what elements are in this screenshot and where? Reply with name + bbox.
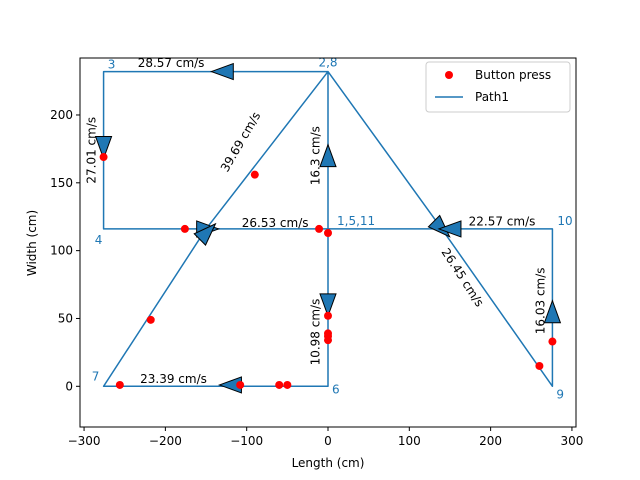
legend-label-button-press: Button press: [475, 68, 551, 82]
node-label: 9: [556, 387, 564, 401]
y-tick-label: 150: [50, 176, 73, 190]
button-press-point: [324, 336, 332, 345]
legend-frame: [425, 61, 571, 113]
speed-label: 16.3 cm/s: [308, 126, 322, 185]
x-axis-label: Length (cm): [292, 456, 365, 470]
button-press-point: [275, 380, 284, 389]
button-press-point: [236, 380, 245, 389]
node-label: 10: [557, 214, 572, 228]
button-press-point: [180, 224, 189, 233]
button-press-point: [535, 361, 544, 370]
button-press-point: [250, 170, 259, 179]
y-tick-label: 50: [58, 311, 73, 325]
button-press-point: [115, 380, 124, 389]
y-tick-label: 200: [50, 108, 73, 122]
x-tick-label: 0: [324, 434, 332, 448]
speed-label: 28.57 cm/s: [138, 56, 205, 70]
direction-arrow-9: [437, 220, 462, 238]
speed-label: 16.03 cm/s: [534, 267, 548, 334]
direction-arrow-7: [193, 222, 217, 246]
node-label: 3: [108, 58, 116, 72]
x-tick-label: −300: [68, 434, 101, 448]
speed-label: 23.39 cm/s: [140, 372, 207, 386]
x-tick-label: −100: [230, 434, 263, 448]
x-axis: −300 −200 −100 0 100 200 300: [68, 427, 583, 448]
direction-arrow-10: [543, 299, 562, 324]
button-press-point: [99, 153, 108, 162]
legend-label-path1: Path1: [475, 90, 509, 104]
direction-arrow-5: [319, 293, 337, 318]
direction-arrow-1: [209, 62, 234, 81]
speed-label: 22.57 cm/s: [469, 215, 536, 229]
node-label: 2,8: [318, 56, 337, 70]
button-press-point: [146, 315, 155, 324]
button-press-point: [283, 380, 292, 389]
node-label: 6: [332, 382, 340, 396]
button-press-point: [324, 311, 332, 320]
node-label: 4: [95, 233, 103, 247]
speed-label: 27.01 cm/s: [85, 117, 99, 184]
direction-arrow-2: [94, 136, 113, 160]
legend-marker-button-press: [445, 71, 453, 79]
x-tick-label: −200: [149, 434, 182, 448]
legend: Button press Path1: [425, 61, 571, 113]
button-press-point: [548, 337, 557, 346]
x-tick-label: 300: [560, 434, 583, 448]
y-tick-label: 100: [50, 244, 73, 258]
button-press-point: [324, 229, 332, 238]
speed-label: 10.98 cm/s: [308, 299, 322, 366]
x-tick-label: 200: [479, 434, 502, 448]
x-tick-label: 100: [398, 434, 421, 448]
y-tick-label: 0: [65, 379, 73, 393]
y-axis-label: Width (cm): [25, 210, 39, 276]
speed-label: 26.53 cm/s: [242, 216, 309, 230]
node-label: 7: [92, 369, 100, 383]
node-label: 1,5,11: [337, 214, 375, 228]
path1-line: [102, 70, 554, 388]
direction-arrow-4: [319, 143, 337, 168]
y-axis: 0 50 100 150 200: [50, 108, 80, 393]
button-press-point: [315, 224, 324, 233]
